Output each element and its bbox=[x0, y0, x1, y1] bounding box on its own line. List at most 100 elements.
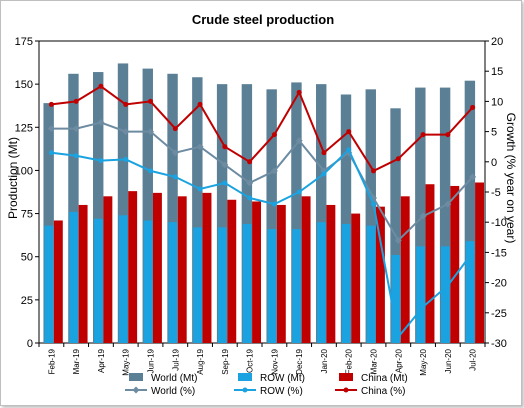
line-china-pct-marker bbox=[98, 83, 104, 89]
line-world-pct bbox=[51, 121, 474, 242]
bar-row bbox=[118, 215, 128, 343]
legend-marker bbox=[343, 387, 349, 393]
line-world-pct-marker bbox=[171, 149, 179, 157]
line-world-pct-marker bbox=[47, 125, 55, 133]
bar-china bbox=[326, 204, 336, 343]
legend-marker bbox=[132, 386, 140, 394]
y2-axis-title: Growth (% year on year) bbox=[504, 113, 518, 244]
bar-china bbox=[400, 196, 410, 343]
bar-china bbox=[53, 220, 63, 343]
legend-marker bbox=[242, 387, 248, 393]
y-tick-label: 100 bbox=[15, 165, 33, 177]
y2-tick-label: -25 bbox=[491, 308, 507, 320]
x-tick-label: Feb-20 bbox=[345, 348, 354, 374]
bar-row bbox=[292, 229, 302, 343]
bar-world bbox=[464, 80, 476, 343]
x-tick-label: Jul-19 bbox=[171, 348, 180, 370]
x-tick-label: Feb-19 bbox=[47, 348, 56, 374]
line-china-pct-marker bbox=[48, 101, 54, 107]
y2-tick-label: 0 bbox=[491, 157, 497, 169]
x-tick-label: Mar-19 bbox=[72, 348, 81, 374]
bar-row bbox=[242, 223, 252, 343]
x-tick-label: Apr-19 bbox=[97, 348, 106, 373]
bar-china bbox=[152, 192, 162, 343]
bar-china bbox=[301, 196, 311, 343]
bar-world bbox=[93, 72, 104, 343]
y2-tick-label: -10 bbox=[491, 217, 507, 229]
y2-tick-label: -15 bbox=[491, 247, 507, 259]
y2-tick-label: 10 bbox=[491, 96, 503, 108]
bar-row bbox=[341, 223, 351, 343]
bar-china bbox=[78, 204, 88, 343]
line-world-pct-marker bbox=[469, 173, 477, 181]
x-tick-label: Jun-20 bbox=[444, 348, 453, 373]
line-row-pct-marker bbox=[420, 304, 426, 310]
bar-world bbox=[316, 84, 327, 344]
y-tick-label: 125 bbox=[15, 122, 33, 134]
bar-china bbox=[450, 185, 460, 343]
legend-label: China (Mt) bbox=[361, 373, 408, 384]
line-china-pct-marker bbox=[321, 150, 327, 156]
bar-row bbox=[193, 227, 203, 343]
line-row-pct bbox=[51, 147, 474, 340]
legend-swatch bbox=[339, 373, 353, 381]
line-world-pct-marker bbox=[444, 200, 452, 208]
bar-row bbox=[440, 246, 450, 343]
bar-china bbox=[252, 201, 262, 343]
legend-label: China (%) bbox=[361, 386, 405, 397]
line-row-pct-marker bbox=[123, 156, 129, 162]
line-world-pct-marker bbox=[295, 137, 303, 145]
line-world-pct-marker bbox=[147, 128, 154, 136]
bar-row bbox=[44, 225, 54, 343]
x-tick-label: Oct-19 bbox=[246, 348, 255, 373]
line-row-pct-marker bbox=[395, 334, 401, 340]
line-row-pct-marker bbox=[172, 174, 178, 180]
bar-row bbox=[217, 227, 227, 343]
bar-world bbox=[365, 89, 376, 343]
bar-china bbox=[475, 182, 485, 343]
line-row-pct-marker bbox=[321, 171, 327, 177]
bar-row bbox=[69, 211, 79, 343]
line-world-pct-marker bbox=[196, 143, 204, 151]
bar-world bbox=[340, 94, 352, 343]
legend-swatch bbox=[238, 373, 252, 381]
bar-world bbox=[167, 73, 178, 343]
line-row-pct-marker bbox=[371, 201, 376, 207]
line-row-pct-marker bbox=[48, 150, 54, 156]
bar-row bbox=[416, 246, 426, 343]
line-world-pct-marker bbox=[270, 167, 278, 175]
bar-china bbox=[103, 196, 113, 343]
line-china-pct-marker bbox=[296, 89, 302, 95]
bar-world bbox=[291, 82, 302, 343]
line-world-pct-marker bbox=[97, 119, 105, 127]
x-tick-label: Jun-19 bbox=[147, 348, 156, 373]
x-tick-label: Nov-19 bbox=[270, 348, 279, 374]
line-row-pct-marker bbox=[197, 186, 203, 192]
line-row-pct-marker bbox=[247, 195, 253, 201]
line-china-pct-marker bbox=[395, 156, 401, 162]
line-world-pct-marker bbox=[419, 212, 427, 220]
x-tick-label: Apr-20 bbox=[394, 348, 403, 373]
x-tick-label: May-20 bbox=[419, 348, 428, 375]
bar-world bbox=[192, 77, 203, 344]
bar-row bbox=[143, 220, 153, 343]
chart-title: Crude steel production bbox=[192, 12, 334, 27]
y-tick-label: 175 bbox=[15, 36, 33, 48]
line-china-pct-marker bbox=[73, 98, 79, 104]
bar-china bbox=[276, 204, 286, 343]
line-china-pct-marker bbox=[197, 101, 203, 107]
y-axis-title: Production (Mt) bbox=[6, 137, 20, 219]
y-tick-label: 150 bbox=[15, 79, 33, 91]
y-tick-label: 25 bbox=[21, 295, 33, 307]
line-row-pct-marker bbox=[296, 189, 302, 195]
bar-world bbox=[68, 73, 79, 343]
bar-china bbox=[177, 196, 187, 343]
bar-row bbox=[317, 222, 326, 343]
line-china-pct-marker bbox=[247, 159, 253, 165]
line-world-pct-marker bbox=[122, 128, 130, 136]
x-tick-label: Dec-19 bbox=[295, 348, 304, 374]
line-world-pct-marker bbox=[72, 125, 80, 133]
line-china-pct-marker bbox=[148, 98, 153, 104]
